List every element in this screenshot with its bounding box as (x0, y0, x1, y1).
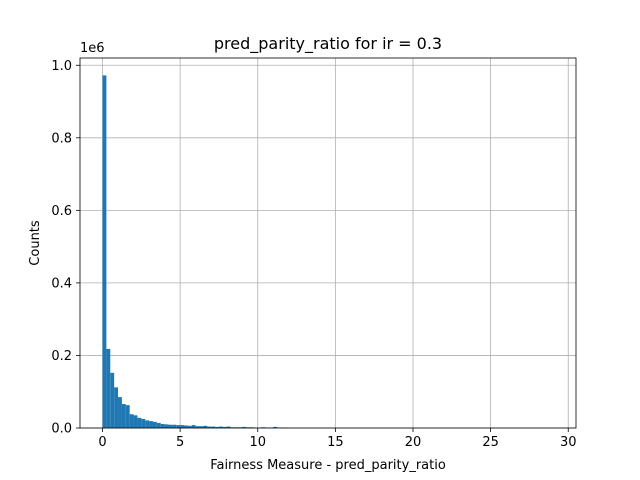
histogram-bar (118, 397, 122, 428)
histogram-bar (125, 405, 130, 428)
histogram-bar (176, 425, 181, 428)
bars (102, 75, 289, 428)
y-tick-label: 0.8 (51, 131, 72, 146)
histogram-bar (152, 421, 157, 428)
histogram-bar (172, 424, 177, 428)
y-tick-label: 0.0 (51, 422, 72, 437)
x-axis-label: Fairness Measure - pred_parity_ratio (210, 458, 446, 473)
histogram-bar (145, 420, 150, 428)
y-axis: 0.0 0.2 0.4 0.6 0.8 1.0 (51, 59, 80, 437)
x-tick-label: 25 (482, 435, 499, 450)
y-axis-offset-label: 1e6 (80, 41, 105, 56)
y-tick-label: 0.6 (51, 204, 72, 219)
histogram-bar (242, 426, 247, 428)
chart-title: pred_parity_ratio for ir = 0.3 (214, 34, 442, 54)
y-tick-label: 0.2 (51, 349, 72, 364)
y-axis-label: Counts (28, 220, 43, 266)
x-tick-label: 0 (98, 435, 106, 450)
x-axis: 0 5 10 15 20 25 30 (98, 428, 577, 450)
histogram-bar (207, 426, 212, 428)
histogram-bar (187, 425, 192, 428)
y-tick-label: 0.4 (51, 276, 72, 291)
histogram-bar (141, 418, 146, 428)
x-tick-label: 5 (176, 435, 184, 450)
histogram-bar (195, 426, 200, 428)
y-tick-label: 1.0 (51, 59, 72, 74)
histogram-bar (129, 414, 134, 428)
histogram-bar (211, 426, 216, 428)
histogram-bar (110, 372, 115, 428)
plot-area (80, 58, 576, 428)
histogram-bar (114, 387, 119, 428)
histogram-bar (102, 75, 107, 428)
histogram-bar (168, 424, 173, 428)
histogram-bar (218, 426, 223, 428)
x-tick-label: 10 (249, 435, 266, 450)
histogram-bar (180, 425, 185, 428)
histogram-bar (222, 426, 227, 428)
histogram-bar (133, 415, 138, 428)
histogram-bar (106, 348, 111, 428)
histogram-bar (156, 422, 161, 428)
histogram-bar (137, 417, 142, 428)
histogram-bar (184, 425, 188, 428)
histogram-bar (226, 426, 231, 428)
histogram-bar (160, 424, 165, 428)
histogram-bar (149, 421, 153, 428)
histogram-bar (273, 426, 278, 428)
x-tick-label: 20 (405, 435, 422, 450)
histogram-bar (203, 425, 208, 428)
x-tick-label: 15 (327, 435, 344, 450)
plot-frame (79, 57, 577, 429)
x-tick-label: 30 (560, 435, 577, 450)
histogram-bar (215, 426, 219, 428)
histogram-bar (191, 425, 196, 428)
histogram-bar (121, 404, 126, 428)
histogram-bar (164, 424, 169, 428)
histogram-bar (199, 426, 204, 428)
